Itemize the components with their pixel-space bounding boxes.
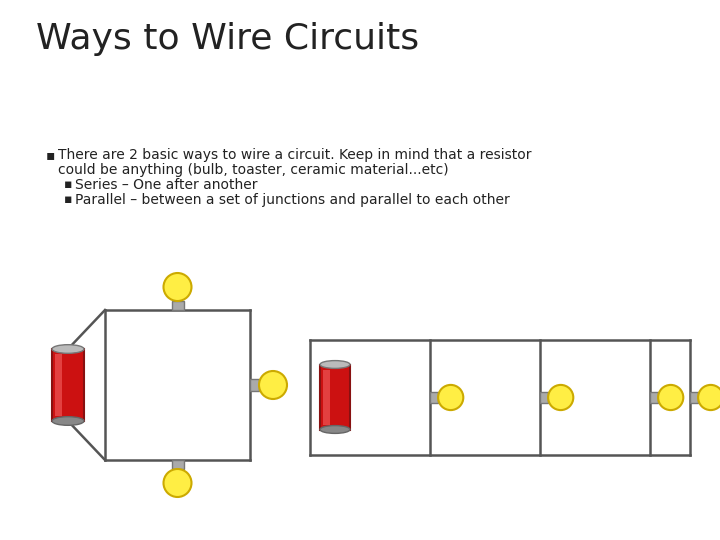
Text: There are 2 basic ways to wire a circuit. Keep in mind that a resistor: There are 2 basic ways to wire a circuit…	[58, 148, 531, 162]
Ellipse shape	[320, 426, 350, 434]
Text: Ways to Wire Circuits: Ways to Wire Circuits	[36, 22, 419, 56]
Text: ▪: ▪	[64, 178, 73, 191]
Circle shape	[163, 469, 192, 497]
Bar	[250, 379, 259, 391]
Bar	[171, 460, 184, 469]
Bar	[540, 392, 548, 403]
Ellipse shape	[52, 417, 84, 426]
Circle shape	[698, 385, 720, 410]
Text: ▪: ▪	[46, 148, 55, 162]
Bar	[52, 349, 84, 421]
Circle shape	[259, 371, 287, 399]
Circle shape	[548, 385, 573, 410]
Circle shape	[438, 385, 463, 410]
Ellipse shape	[320, 361, 350, 368]
Bar	[320, 364, 350, 429]
Bar	[323, 369, 330, 424]
Bar	[690, 392, 698, 403]
Bar	[171, 301, 184, 310]
Text: could be anything (bulb, toaster, ceramic material...etc): could be anything (bulb, toaster, cerami…	[58, 163, 449, 177]
Ellipse shape	[52, 345, 84, 353]
Text: ▪: ▪	[64, 193, 73, 206]
Bar	[650, 392, 658, 403]
Text: Parallel – between a set of junctions and parallel to each other: Parallel – between a set of junctions an…	[75, 193, 510, 207]
Circle shape	[163, 273, 192, 301]
Text: Series – One after another: Series – One after another	[75, 178, 258, 192]
Bar	[430, 392, 438, 403]
Circle shape	[658, 385, 683, 410]
Bar	[55, 354, 62, 416]
